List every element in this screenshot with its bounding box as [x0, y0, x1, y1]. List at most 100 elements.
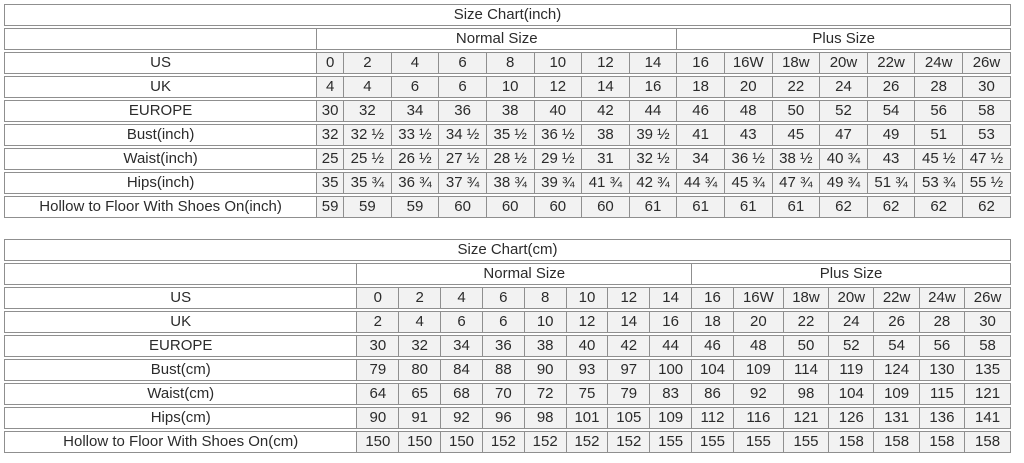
- size-cell: 135: [964, 359, 1011, 381]
- size-cell: 22w: [866, 52, 915, 74]
- size-cell: 20: [723, 76, 772, 98]
- size-cell: 22: [771, 76, 820, 98]
- table-row: Bust(inch) 32 32 ½ 33 ½ 34 ½ 35 ½ 36 ½ 38 39 ½ 41…: [4, 124, 1011, 146]
- size-cell: 115: [918, 383, 965, 405]
- size-cell: 0: [316, 52, 344, 74]
- row-label: Bust(cm): [4, 359, 357, 381]
- size-cell: 126: [828, 407, 874, 429]
- size-cell: 6: [481, 311, 524, 333]
- size-cell: 6: [481, 287, 524, 309]
- size-cell: 46: [691, 335, 733, 357]
- size-cell: 2: [398, 287, 441, 309]
- size-cell: 36: [481, 335, 524, 357]
- size-cell: 12: [533, 76, 582, 98]
- size-cell: 24w: [914, 52, 962, 74]
- size-cell: 130: [918, 359, 965, 381]
- size-cell: 62: [961, 196, 1011, 218]
- size-cell: 32: [398, 335, 441, 357]
- corner-cell: [4, 28, 317, 50]
- size-cell: 54: [873, 335, 919, 357]
- size-cell: 55 ½: [961, 172, 1011, 194]
- size-cell: 34 ½: [438, 124, 486, 146]
- size-cell: 33 ½: [390, 124, 439, 146]
- size-cell: 16: [628, 76, 677, 98]
- size-cell: 8: [523, 287, 566, 309]
- size-cell: 56: [914, 100, 962, 122]
- size-cell: 70: [481, 383, 524, 405]
- size-cell: 75: [565, 383, 608, 405]
- size-cell: 6: [438, 76, 486, 98]
- table-row: Hips(inch) 35 35 ¾ 36 ¾ 37 ¾ 38 ¾ 39 ¾ 41 ¾ 42 ¾…: [4, 172, 1011, 194]
- group-header-row: Normal Size Plus Size: [4, 263, 1011, 285]
- size-cell: 155: [691, 431, 733, 453]
- size-cell: 79: [356, 359, 399, 381]
- size-cell: 59: [316, 196, 344, 218]
- size-cell: 68: [440, 383, 482, 405]
- size-cell: 20w: [819, 52, 867, 74]
- table-row: Hollow to Floor With Shoes On(cm) 150 150 1…: [4, 431, 1011, 453]
- size-cell: 96: [481, 407, 524, 429]
- size-cell: 38: [523, 335, 566, 357]
- group-header-row: Normal Size Plus Size: [4, 28, 1011, 50]
- size-cell: 30: [316, 100, 344, 122]
- size-cell: 90: [356, 407, 399, 429]
- table-row: Waist(cm) 64 65 68 70 72 75 79 83 86 92 98 104 109 115…: [4, 383, 1011, 405]
- size-cell: 79: [607, 383, 650, 405]
- size-cell: 59: [390, 196, 439, 218]
- size-cell: 46: [676, 100, 724, 122]
- size-cell: 16: [691, 287, 733, 309]
- size-cell: 12: [607, 287, 650, 309]
- size-cell: 141: [964, 407, 1011, 429]
- size-cell: 4: [390, 52, 439, 74]
- size-cell: 84: [440, 359, 482, 381]
- size-cell: 80: [398, 359, 441, 381]
- size-cell: 158: [873, 431, 919, 453]
- size-cell: 24w: [918, 287, 965, 309]
- size-cell: 16W: [732, 287, 783, 309]
- size-cell: 101: [565, 407, 608, 429]
- table-row: Hips(cm) 90 91 92 96 98 101 105 109 112 116 121 126 1…: [4, 407, 1011, 429]
- size-cell: 35 ½: [485, 124, 534, 146]
- size-cell: 105: [607, 407, 650, 429]
- size-cell: 14: [607, 311, 650, 333]
- row-label: Hollow to Floor With Shoes On(cm): [4, 431, 357, 453]
- size-cell: 53: [961, 124, 1011, 146]
- table-title: Size Chart(inch): [4, 4, 1011, 26]
- size-cell: 40: [533, 100, 582, 122]
- size-cell: 92: [732, 383, 783, 405]
- size-cell: 88: [481, 359, 524, 381]
- row-label: UK: [4, 76, 317, 98]
- size-cell: 52: [819, 100, 867, 122]
- row-label: US: [4, 287, 357, 309]
- size-cell: 43: [866, 148, 915, 170]
- size-cell: 49 ¾: [819, 172, 867, 194]
- size-cell: 30: [356, 335, 399, 357]
- group-header-normal-size: Normal Size: [316, 28, 677, 50]
- row-label: EUROPE: [4, 100, 317, 122]
- size-cell: 37 ¾: [438, 172, 486, 194]
- size-cell: 52: [828, 335, 874, 357]
- group-header-plus-size: Plus Size: [676, 28, 1011, 50]
- size-cell: 61: [676, 196, 724, 218]
- size-cell: 4: [316, 76, 344, 98]
- size-cell: 47: [819, 124, 867, 146]
- table-row: EUROPE 30 32 34 36 38 40 42 44 46 48 50 52 54 56 58: [4, 335, 1011, 357]
- size-cell: 60: [438, 196, 486, 218]
- size-cell: 51: [914, 124, 962, 146]
- size-cell: 53 ¾: [914, 172, 962, 194]
- size-cell: 24: [828, 311, 874, 333]
- size-cell: 16: [676, 52, 724, 74]
- row-label: Hollow to Floor With Shoes On(inch): [4, 196, 317, 218]
- size-cell: 2: [343, 52, 391, 74]
- size-cell: 100: [649, 359, 692, 381]
- size-cell: 25: [316, 148, 344, 170]
- size-cell: 61: [628, 196, 677, 218]
- size-cell: 34: [440, 335, 482, 357]
- size-cell: 36: [438, 100, 486, 122]
- size-cell: 20: [732, 311, 783, 333]
- size-cell: 14: [649, 287, 692, 309]
- size-cell: 32 ½: [343, 124, 391, 146]
- size-cell: 109: [732, 359, 783, 381]
- size-cell: 42 ¾: [628, 172, 677, 194]
